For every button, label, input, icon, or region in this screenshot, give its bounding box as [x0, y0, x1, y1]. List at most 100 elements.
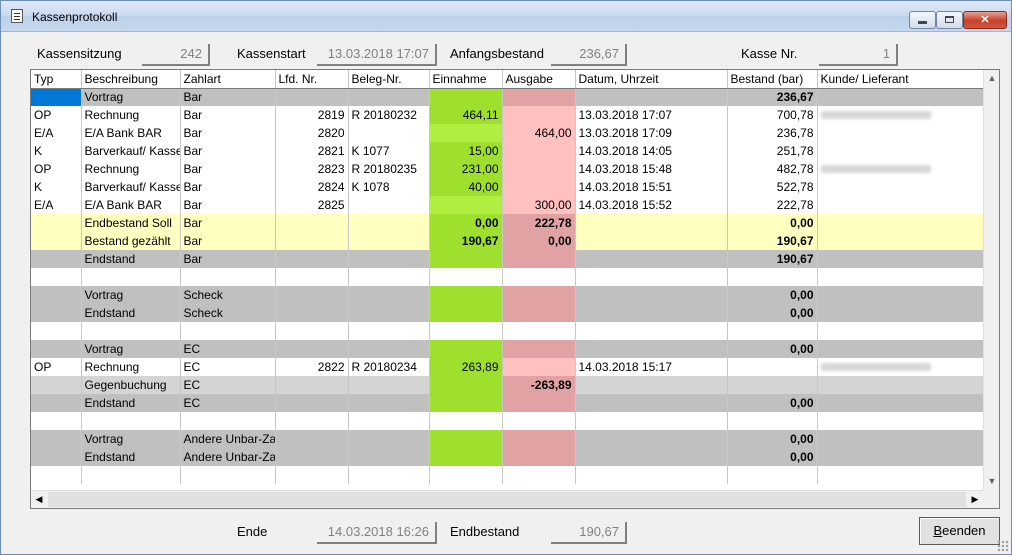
table-row[interactable]: Endstand EC 0,00: [31, 394, 984, 412]
cell-beleg-nr: [348, 430, 430, 448]
kassensitzung-field: 242: [142, 44, 210, 66]
close-button[interactable]: ✕: [963, 11, 1007, 29]
cell-beschreibung: Vortrag: [81, 340, 181, 358]
cell-typ: [31, 394, 82, 412]
cell-beschreibung: Barverkauf/ Kasse: [81, 178, 181, 196]
col-header-einnahme[interactable]: Einnahme: [429, 70, 503, 89]
beenden-button[interactable]: Beenden: [919, 517, 1000, 545]
table-row[interactable]: Vortrag EC 0,00: [31, 340, 984, 358]
cell-bestand: 236,67: [727, 88, 818, 106]
cell-beschreibung: Vortrag: [81, 286, 181, 304]
cell-lfd-nr: [275, 340, 349, 358]
cell-bestand: 236,78: [727, 124, 818, 142]
table-row-empty[interactable]: [31, 466, 984, 484]
cell-datum: [575, 466, 728, 484]
cell-beleg-nr: [348, 268, 430, 286]
cell-bestand: [727, 358, 818, 376]
cell-ausgabe: [502, 142, 576, 160]
cell-kunde: [817, 250, 984, 268]
cell-kunde: [817, 124, 984, 142]
resize-grip-icon[interactable]: [997, 540, 1009, 552]
table-row[interactable]: Gegenbuchung EC -263,89: [31, 376, 984, 394]
table-row-empty[interactable]: [31, 412, 984, 430]
cell-einnahme: [429, 286, 503, 304]
minimize-button[interactable]: [909, 11, 936, 29]
cell-datum: [575, 412, 728, 430]
table-row[interactable]: Vortrag Andere Unbar-Za 0,00: [31, 430, 984, 448]
table-row[interactable]: Endstand Bar 190,67: [31, 250, 984, 268]
table-row[interactable]: K Barverkauf/ Kasse Bar 2821 K 1077 15,00 14.0…: [31, 142, 984, 160]
table-row[interactable]: Bestand gezählt Bar 190,67 0,00 190,67: [31, 232, 984, 250]
cell-lfd-nr: 2824: [275, 178, 349, 196]
col-header-ausgabe[interactable]: Ausgabe: [502, 70, 576, 89]
col-header-datum[interactable]: Datum, Uhrzeit: [575, 70, 728, 89]
table-row[interactable]: E/A E/A Bank BAR Bar 2820 464,00 13.03.2018 1…: [31, 124, 984, 142]
cell-beschreibung: Gegenbuchung: [81, 376, 181, 394]
cell-lfd-nr: 2820: [275, 124, 349, 142]
cell-beleg-nr: [348, 232, 430, 250]
table-row[interactable]: Vortrag Bar 236,67: [31, 88, 984, 106]
col-header-lfd-nr[interactable]: Lfd. Nr.: [275, 70, 349, 89]
cell-ausgabe: [502, 358, 576, 376]
cell-ausgabe: 300,00: [502, 196, 576, 214]
cell-beschreibung: Bestand gezählt: [81, 232, 181, 250]
horizontal-scrollbar[interactable]: ◀ ▶: [31, 490, 983, 508]
table-row[interactable]: Endstand Scheck 0,00: [31, 304, 984, 322]
cell-datum: 14.03.2018 15:51: [575, 178, 728, 196]
table-row-empty[interactable]: [31, 268, 984, 286]
cell-einnahme: 464,11: [429, 106, 503, 124]
cell-datum: 13.03.2018 17:07: [575, 106, 728, 124]
scroll-right-icon[interactable]: ▶: [971, 494, 979, 504]
title-bar: Kassenprotokoll ✕: [1, 1, 1011, 32]
cell-beschreibung: Vortrag: [81, 430, 181, 448]
cell-zahlart: Bar: [180, 250, 276, 268]
cell-zahlart: Bar: [180, 142, 276, 160]
cell-datum: [575, 376, 728, 394]
cell-bestand: 222,78: [727, 196, 818, 214]
table-row[interactable]: Endstand Andere Unbar-Za 0,00: [31, 448, 984, 466]
cell-ausgabe: [502, 448, 576, 466]
table-row-empty[interactable]: [31, 322, 984, 340]
table-row[interactable]: K Barverkauf/ Kasse Bar 2824 K 1078 40,00 14.0…: [31, 178, 984, 196]
cell-einnahme: [429, 304, 503, 322]
cell-lfd-nr: [275, 286, 349, 304]
vertical-scrollbar[interactable]: ▲ ▼: [983, 70, 999, 490]
cell-bestand: [727, 322, 818, 340]
cell-bestand: 251,78: [727, 142, 818, 160]
cell-typ: [31, 466, 82, 484]
cell-datum: [575, 394, 728, 412]
table-row[interactable]: Endbestand Soll Bar 0,00 222,78 0,00: [31, 214, 984, 232]
cell-bestand: 0,00: [727, 394, 818, 412]
cell-zahlart: Bar: [180, 88, 276, 106]
scroll-left-icon[interactable]: ◀: [35, 494, 43, 504]
col-header-beschreibung[interactable]: Beschreibung: [81, 70, 181, 89]
cell-typ: [31, 448, 82, 466]
table-row[interactable]: OP Rechnung Bar 2819 R 20180232 464,11 13.03.2…: [31, 106, 984, 124]
maximize-button[interactable]: [936, 11, 963, 29]
ende-label: Ende: [237, 524, 268, 539]
col-header-beleg-nr[interactable]: Beleg-Nr.: [348, 70, 430, 89]
cell-bestand: 700,78: [727, 106, 818, 124]
cell-lfd-nr: [275, 250, 349, 268]
cell-typ: [31, 322, 82, 340]
cell-typ: [31, 430, 82, 448]
scroll-down-icon[interactable]: ▼: [987, 476, 997, 486]
col-header-zahlart[interactable]: Zahlart: [180, 70, 276, 89]
table-row[interactable]: E/A E/A Bank BAR Bar 2825 300,00 14.03.2018 1…: [31, 196, 984, 214]
horizontal-scroll-thumb[interactable]: [48, 492, 966, 507]
kassenprotokoll-grid[interactable]: Typ Beschreibung Zahlart Lfd. Nr. Beleg-…: [30, 69, 1000, 509]
table-row[interactable]: OP Rechnung Bar 2823 R 20180235 231,00 14.03.2…: [31, 160, 984, 178]
cell-beleg-nr: [348, 394, 430, 412]
scroll-up-icon[interactable]: ▲: [987, 73, 997, 83]
table-row[interactable]: OP Rechnung EC 2822 R 20180234 263,89 14.03.20…: [31, 358, 984, 376]
col-header-bestand[interactable]: Bestand (bar): [727, 70, 818, 89]
col-header-kunde[interactable]: Kunde/ Lieferant: [817, 70, 984, 89]
cell-beleg-nr: [348, 88, 430, 106]
col-header-typ[interactable]: Typ: [31, 70, 82, 89]
cell-zahlart: EC: [180, 358, 276, 376]
cell-beleg-nr: [348, 412, 430, 430]
cell-beschreibung: Barverkauf/ Kasse: [81, 142, 181, 160]
cell-beschreibung: Rechnung: [81, 358, 181, 376]
cell-lfd-nr: [275, 304, 349, 322]
table-row[interactable]: Vortrag Scheck 0,00: [31, 286, 984, 304]
